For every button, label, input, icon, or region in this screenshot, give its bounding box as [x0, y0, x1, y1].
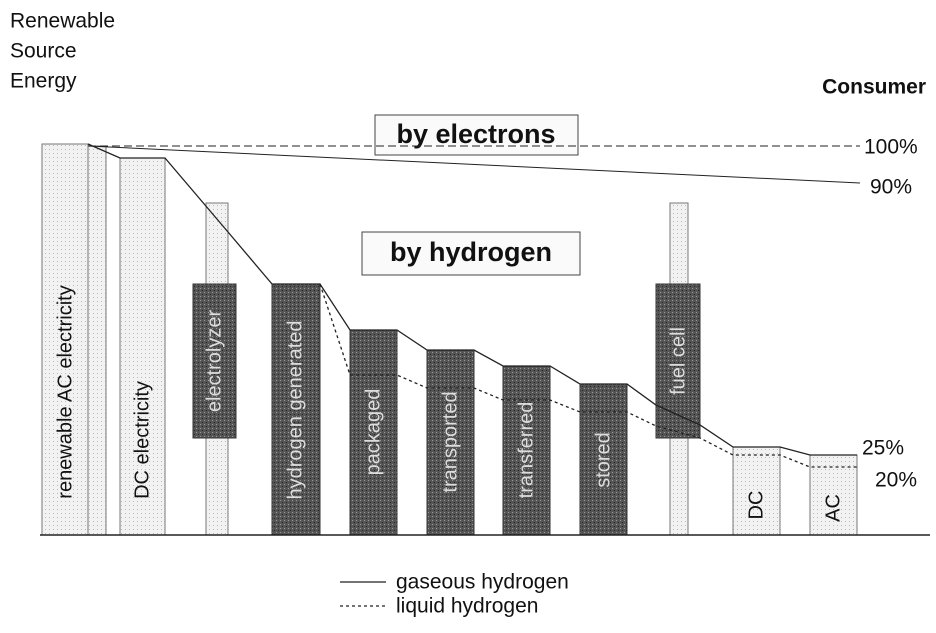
- stage-label: DC: [745, 491, 767, 520]
- stage-bar: [119, 157, 166, 536]
- stage-label: transferred: [515, 402, 537, 499]
- stage-bar: [87, 145, 107, 536]
- box: [361, 231, 581, 276]
- stage-label: AC: [822, 494, 844, 522]
- box-label: by hydrogen: [390, 237, 552, 267]
- stage-bar: [655, 283, 701, 439]
- stage-label: transported: [439, 391, 461, 492]
- electron-line: [87, 145, 861, 184]
- level-label: 90%: [870, 176, 912, 199]
- level-label: 20%: [875, 469, 917, 492]
- box: [374, 114, 579, 156]
- legend-label: liquid hydrogen: [396, 595, 538, 618]
- stage-bar: [809, 454, 858, 536]
- stage-bar: [426, 349, 475, 536]
- stage-label: hydrogen generated: [284, 320, 306, 499]
- stage-label: stored: [592, 432, 614, 488]
- consumer-label: Consumer: [822, 76, 926, 99]
- box-label: by electrons: [396, 119, 555, 149]
- stage-label: DC electricity: [131, 381, 153, 499]
- stage-bar: [192, 283, 237, 439]
- gaseous-line: [87, 143, 857, 456]
- stage-bar: [732, 446, 781, 536]
- stage-label: electrolyzer: [203, 310, 225, 413]
- level-label: 25%: [862, 437, 904, 460]
- source-label: Energy: [10, 70, 77, 93]
- stage-label: packaged: [362, 389, 384, 476]
- stage-bar: [502, 365, 551, 536]
- source-label: Source: [10, 40, 77, 63]
- stage-bar: [41, 143, 89, 536]
- stage-label: renewable AC electricity: [54, 285, 76, 498]
- stage-bar: [349, 329, 398, 536]
- stage-label: fuel cell: [667, 327, 689, 395]
- level-label: 100%: [864, 136, 918, 159]
- source-label: Renewable: [10, 10, 115, 33]
- legend-label: gaseous hydrogen: [396, 571, 569, 594]
